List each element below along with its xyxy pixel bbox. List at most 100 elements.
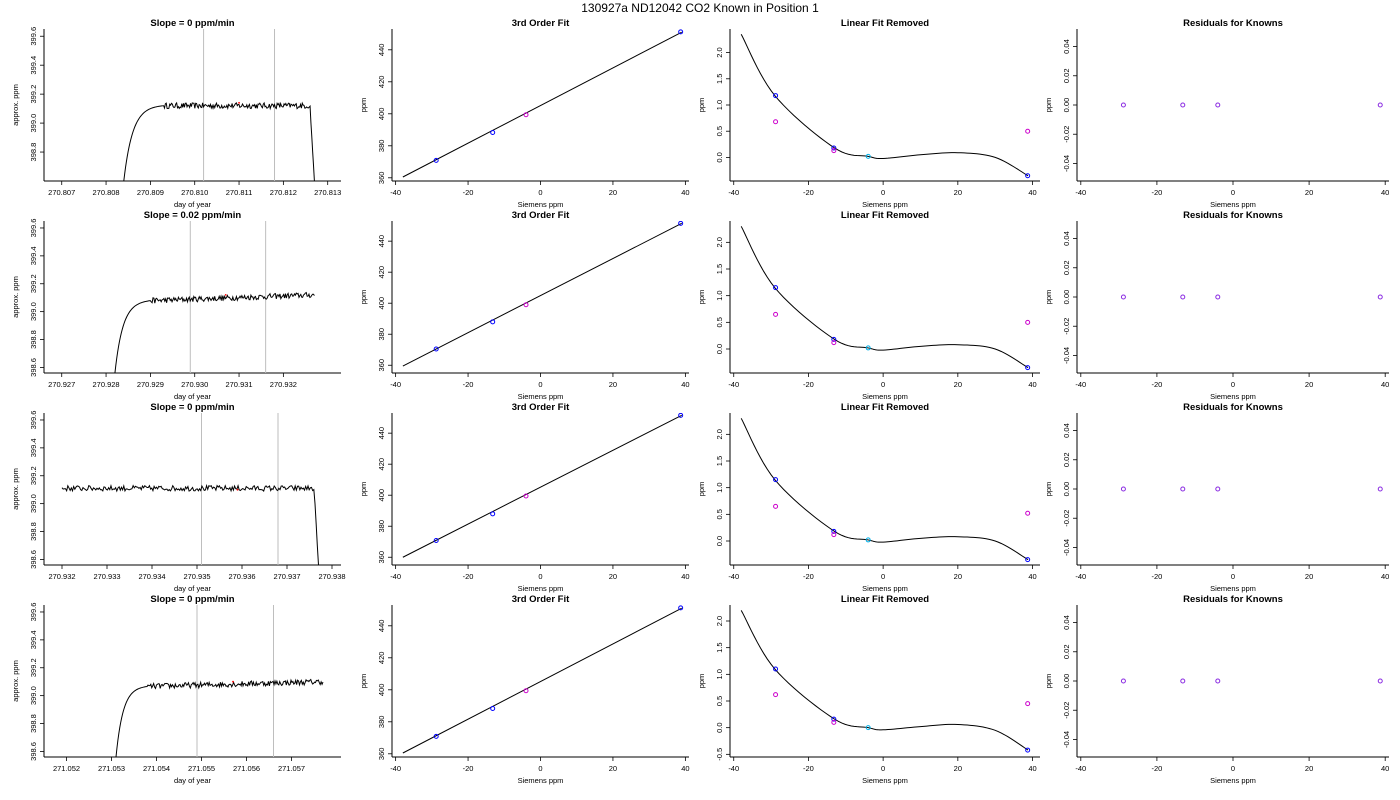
y-tick-label: 399.6	[29, 219, 38, 238]
x-tick-label: 0	[881, 188, 885, 197]
fit-line	[402, 222, 682, 367]
panel-title: Linear Fit Removed	[841, 402, 929, 413]
x-tick-label: -40	[728, 188, 739, 197]
x-axis-label: Siemens ppm	[518, 392, 564, 401]
x-tick-label: -40	[728, 764, 739, 773]
y-axis-label: ppm	[1044, 290, 1053, 305]
y-tick-label: 399.4	[29, 438, 38, 457]
data-point	[773, 119, 779, 125]
panel-r3-c1: 3rd Order Fit Siemens ppm ppm -40 -20 0 20 40 36…	[359, 594, 690, 785]
x-tick-label: 271.057	[278, 764, 305, 773]
data-point	[773, 285, 779, 291]
x-tick-label: -40	[1075, 764, 1086, 773]
data-point	[865, 345, 871, 351]
x-tick-label: 20	[954, 572, 962, 581]
panel-title: Linear Fit Removed	[841, 594, 929, 605]
y-tick-label: 0.00	[1062, 482, 1071, 497]
x-tick-label: -40	[390, 572, 401, 581]
x-tick-label: 270.808	[92, 188, 119, 197]
panel-title: Residuals for Knowns	[1183, 210, 1283, 221]
plot-area	[740, 226, 1031, 371]
data-point	[1215, 486, 1221, 492]
data-point	[831, 528, 837, 534]
data-point	[1025, 365, 1031, 371]
x-axis-label: day of year	[174, 392, 212, 401]
y-axis-label: ppm	[1044, 482, 1053, 497]
data-point	[490, 706, 496, 712]
data-point	[433, 157, 439, 163]
y-tick-label: 400	[377, 489, 386, 502]
data-point	[678, 221, 684, 226]
plot-area	[115, 605, 324, 757]
data-point	[1025, 319, 1031, 325]
y-tick-label: 1.0	[715, 482, 724, 492]
x-tick-label: 40	[1028, 572, 1036, 581]
y-tick-label: 360	[377, 748, 386, 761]
x-tick-label: 270.932	[270, 380, 297, 389]
y-tick-label: 399.2	[29, 658, 38, 677]
y-tick-label: 0.0	[715, 152, 724, 162]
panel-r0-c3: Residuals for Knowns Siemens ppm ppm -40 -20…	[1044, 18, 1389, 209]
panel-title: Residuals for Knowns	[1183, 594, 1283, 605]
x-tick-label: 270.930	[181, 380, 208, 389]
x-tick-label: 20	[954, 380, 962, 389]
y-tick-label: 399.2	[29, 466, 38, 485]
x-tick-label: -40	[390, 764, 401, 773]
data-point	[490, 511, 496, 517]
x-axis-label: Siemens ppm	[862, 584, 908, 593]
red-marker	[238, 101, 240, 104]
data-point	[1180, 102, 1186, 108]
x-axis-label: Siemens ppm	[862, 392, 908, 401]
x-tick-label: 270.935	[183, 572, 210, 581]
y-tick-label: 399.6	[29, 27, 38, 46]
x-tick-label: 270.934	[138, 572, 165, 581]
series-line	[123, 101, 316, 181]
x-tick-label: 0	[538, 380, 542, 389]
y-tick-label: 440	[377, 235, 386, 248]
x-axis-label: Siemens ppm	[518, 776, 564, 785]
y-tick-label: 399.0	[29, 686, 38, 705]
plot-area	[402, 221, 684, 367]
x-tick-label: 0	[1231, 188, 1235, 197]
fit-line	[402, 607, 682, 754]
y-axis-label: ppm	[697, 290, 706, 305]
data-point	[773, 666, 779, 672]
x-axis-label: Siemens ppm	[1210, 392, 1256, 401]
panel-r2-c0: Slope = 0 ppm/min day of year approx. ppm 2…	[11, 402, 346, 593]
x-tick-label: 20	[1305, 572, 1313, 581]
y-axis-label: ppm	[359, 482, 368, 497]
x-axis-label: Siemens ppm	[862, 200, 908, 209]
fit-line	[402, 31, 682, 178]
x-tick-label: 270.937	[273, 572, 300, 581]
y-tick-label: -0.02	[1062, 702, 1071, 719]
x-tick-label: 270.811	[226, 188, 253, 197]
y-tick-label: 420	[377, 458, 386, 471]
x-tick-label: 40	[681, 764, 689, 773]
data-point	[1120, 486, 1126, 492]
x-tick-label: 40	[1381, 572, 1389, 581]
x-axis-label: Siemens ppm	[1210, 200, 1256, 209]
x-tick-label: -20	[463, 572, 474, 581]
panel-r0-c0: Slope = 0 ppm/min day of year approx. ppm 2…	[11, 18, 341, 209]
y-tick-label: 380	[377, 716, 386, 729]
x-tick-label: 270.928	[92, 380, 119, 389]
plot-area	[740, 610, 1031, 753]
y-tick-label: 399.0	[29, 494, 38, 513]
data-point	[523, 688, 529, 694]
panel-r3-c3: Residuals for Knowns Siemens ppm ppm -40 -20…	[1044, 594, 1389, 785]
data-point	[1377, 678, 1383, 684]
plot-area	[402, 605, 684, 754]
x-axis-label: day of year	[174, 200, 212, 209]
data-point	[433, 346, 439, 352]
data-point	[831, 336, 837, 342]
data-point	[523, 302, 529, 308]
x-axis-label: day of year	[174, 584, 212, 593]
y-axis-label: ppm	[1044, 674, 1053, 689]
y-tick-label: 440	[377, 44, 386, 57]
x-tick-label: 271.056	[233, 764, 260, 773]
data-point	[773, 477, 779, 483]
x-axis-label: Siemens ppm	[518, 584, 564, 593]
y-tick-label: 0.04	[1062, 423, 1071, 438]
x-tick-label: 20	[1305, 188, 1313, 197]
